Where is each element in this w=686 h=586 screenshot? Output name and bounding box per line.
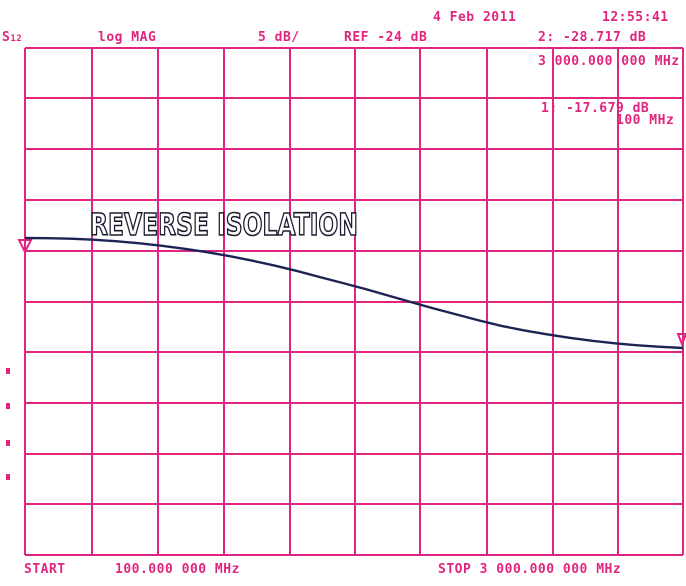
edge-tick-mark xyxy=(6,368,10,374)
chart-grid xyxy=(24,47,684,556)
date-label: 4 Feb 2011 xyxy=(433,10,517,25)
param-label: S12 xyxy=(2,31,22,46)
edge-tick-mark xyxy=(6,403,10,409)
param-sub: 12 xyxy=(10,34,23,44)
reference-marker-icon xyxy=(17,239,33,255)
param-main: S xyxy=(2,30,11,45)
chart-title: REVERSE ISOLATION xyxy=(89,207,358,244)
marker1-value: 1: -17.679 dB xyxy=(541,101,650,116)
format-label: log MAG xyxy=(98,30,157,45)
start-label: START xyxy=(24,562,66,577)
marker2-value: 2: -28.717 dB xyxy=(538,30,647,45)
series-line-s12 xyxy=(24,236,684,350)
edge-tick-mark xyxy=(6,474,10,480)
time-label: 12:55:41 xyxy=(602,10,669,25)
scale-label: 5 dB/ xyxy=(258,30,300,45)
marker2-frequency: 3 000.000 000 MHz xyxy=(538,54,680,69)
stop-label: STOP 3 000.000 000 MHz xyxy=(438,562,622,577)
edge-tick-mark xyxy=(6,440,10,446)
start-value: 100.000 000 MHz xyxy=(115,562,240,577)
marker2-triangle-icon xyxy=(676,333,686,347)
marker1-frequency: 100 MHz xyxy=(616,113,675,128)
ref-label: REF -24 dB xyxy=(344,30,428,45)
chart-markers xyxy=(6,239,686,480)
